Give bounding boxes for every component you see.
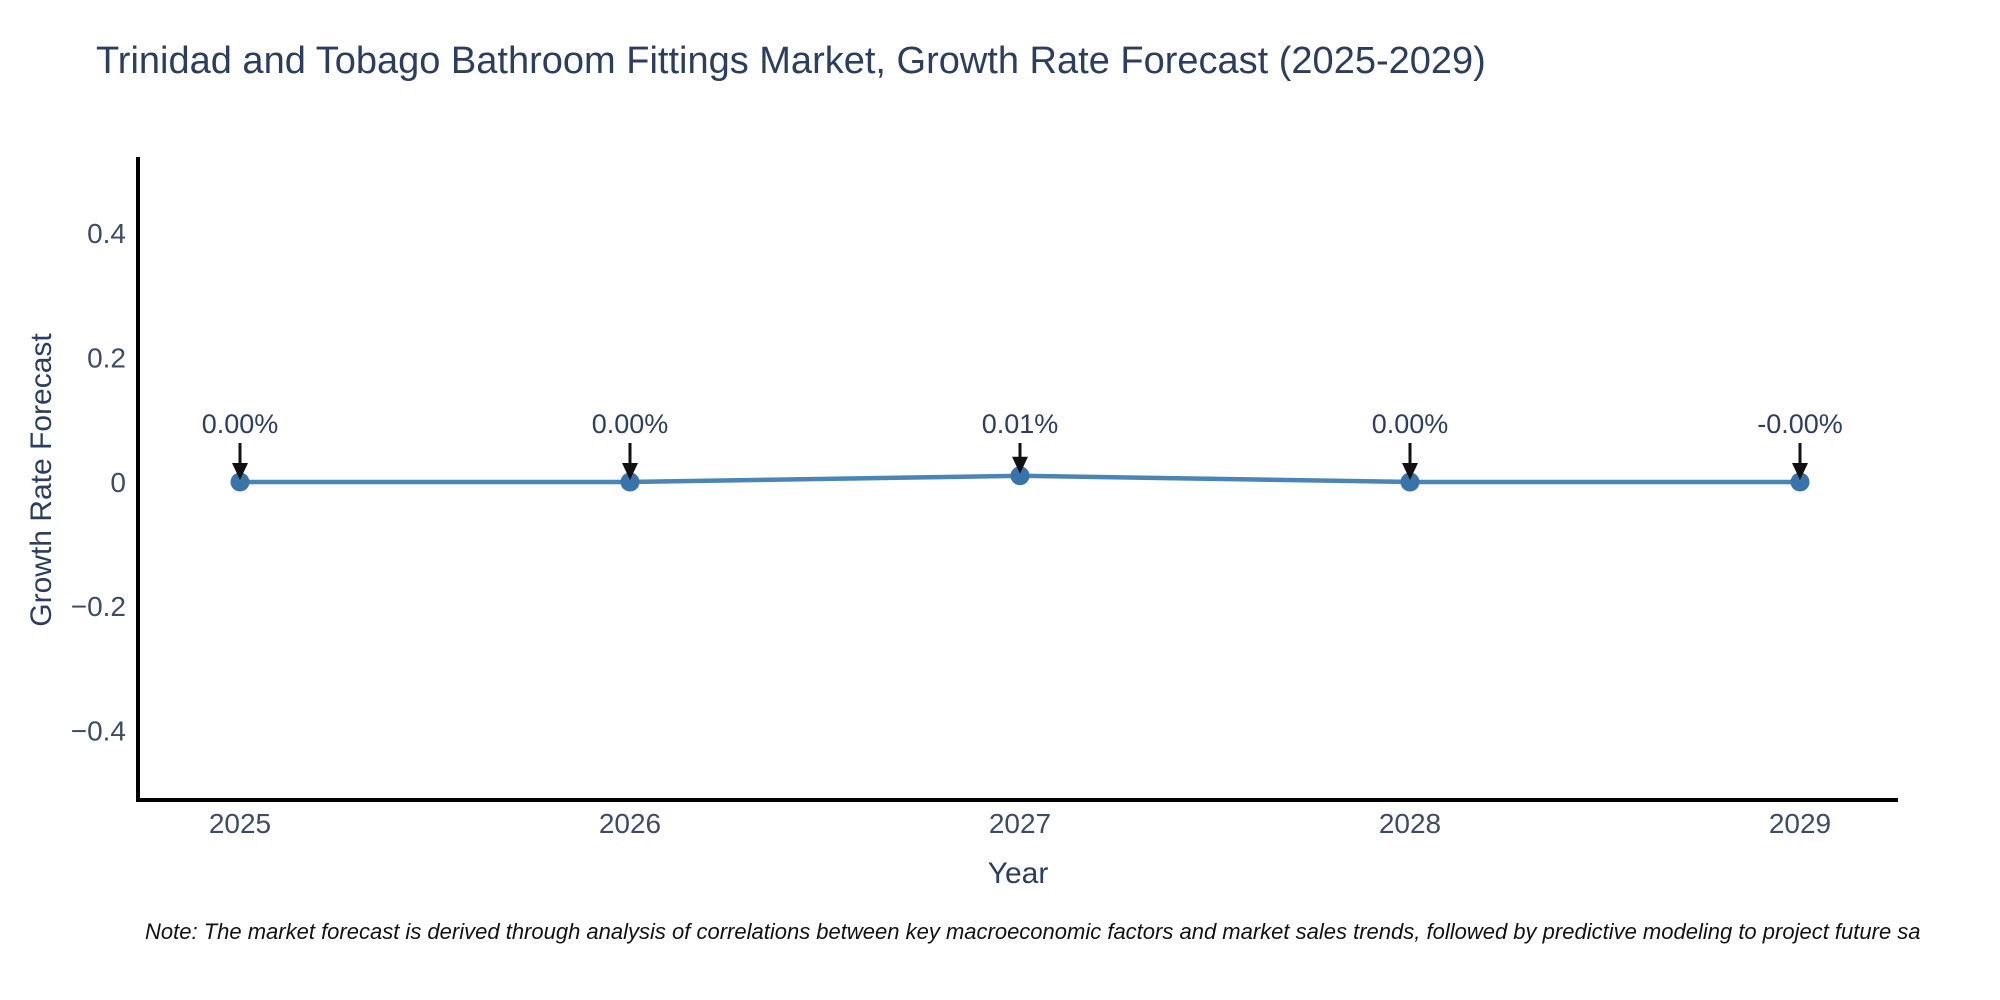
annotation-label-2025: 0.00% [202,409,279,439]
annotation-arrow-head [622,463,638,480]
y-tick-label: −0.2 [71,591,126,622]
y-tick-label: 0.4 [87,218,126,249]
data-point-2027 [1010,466,1030,486]
annotation-label-2027: 0.01% [982,409,1059,439]
data-point-2028 [1400,472,1420,492]
x-tick-label: 2025 [209,808,271,839]
x-tick-label: 2028 [1379,808,1441,839]
annotation-arrow-head [232,463,248,480]
x-tick-label: 2026 [599,808,661,839]
data-point-2029 [1790,472,1810,492]
y-tick-label: −0.4 [71,716,126,747]
x-axis-title: Year [987,857,1049,890]
annotation-label-2029: -0.00% [1757,409,1843,439]
x-tick-label: 2027 [989,808,1051,839]
footnote: Note: The market forecast is derived thr… [145,919,1921,944]
y-tick-label: 0 [110,467,126,498]
chart-title: Trinidad and Tobago Bathroom Fittings Ma… [96,40,1486,82]
annotation-arrow-head [1792,463,1808,480]
data-point-2026 [620,472,640,492]
data-point-2025 [230,472,250,492]
x-tick-label: 2029 [1769,808,1831,839]
annotation-label-2026: 0.00% [592,409,669,439]
annotation-arrow-head [1402,463,1418,480]
annotation-arrow-head [1012,456,1028,474]
y-tick-label: 0.2 [87,342,126,373]
annotation-label-2028: 0.00% [1372,409,1449,439]
